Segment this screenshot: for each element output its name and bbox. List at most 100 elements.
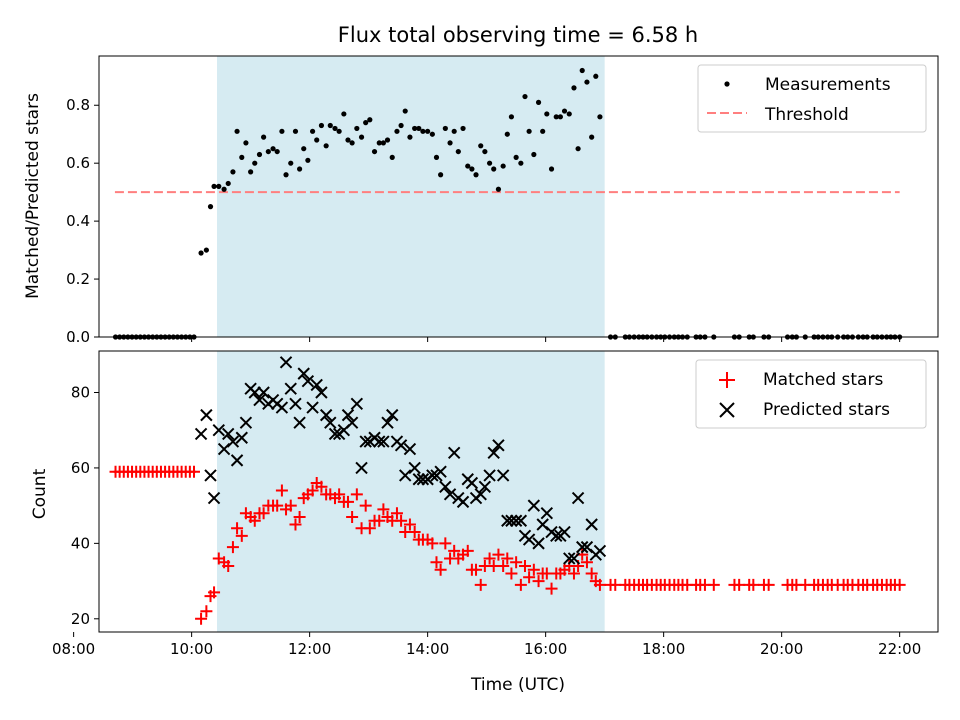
bottom-legend-box: [695, 359, 927, 429]
predicted-point: [399, 469, 412, 482]
measurement-point: [473, 172, 479, 178]
measurement-point: [261, 134, 267, 140]
matched-point: [257, 507, 270, 520]
measurement-point: [384, 137, 391, 143]
predicted-point: [478, 480, 492, 493]
measurement-point: [394, 128, 400, 134]
predicted-point: [532, 537, 545, 550]
measurement-point: [553, 114, 559, 120]
measurement-point: [279, 128, 285, 134]
measurement-point: [416, 125, 422, 132]
measurement-point: [561, 108, 568, 114]
x-tick-label: 18:00: [642, 640, 685, 658]
predicted-point: [253, 393, 266, 407]
matched-point: [390, 507, 403, 520]
bottom-observing-span: [217, 351, 605, 632]
measurement-point: [314, 137, 320, 143]
measurement-point: [420, 128, 426, 134]
measurement-point: [402, 108, 408, 114]
matched-point: [248, 514, 261, 527]
top-x-axis: [73, 337, 901, 342]
x-axis-label: Time (UTC): [470, 675, 565, 695]
predicted-point: [558, 525, 571, 539]
measurement-point: [367, 117, 373, 123]
matched-stars-series: [109, 465, 906, 625]
predicted-point: [522, 533, 536, 546]
y-tick-label: 0.2: [66, 270, 90, 288]
predicted-point: [293, 416, 306, 429]
predicted-point: [212, 424, 225, 437]
matched-point: [403, 518, 416, 531]
matched-point: [762, 578, 775, 591]
measurement-point: [469, 166, 475, 172]
measurement-point: [447, 140, 453, 146]
matched-point: [359, 499, 372, 512]
predicted-point: [563, 552, 576, 565]
matched-point: [235, 529, 248, 542]
top-y-axis: 0.0 0.2 0.4 0.6 0.8: [66, 96, 99, 346]
predicted-point: [426, 469, 439, 482]
predicted-stars-series: [194, 356, 607, 565]
bottom-panel: 20 40 60 80 08:00 10:00 12:00 14:00 16:00 18:00 2…: [30, 350, 939, 695]
measurement-point: [535, 99, 542, 105]
matched-point: [470, 563, 483, 576]
measurement-point: [407, 134, 413, 140]
matched-point: [377, 503, 390, 516]
measurement-point: [557, 114, 563, 120]
measurement-point: [318, 122, 325, 129]
predicted-point: [571, 491, 585, 505]
measurement-point: [566, 111, 572, 117]
matched-point: [580, 556, 593, 569]
predicted-point: [501, 514, 514, 527]
matched-point: [275, 484, 288, 497]
measurement-point: [301, 146, 307, 152]
y-tick-label: 0.8: [66, 96, 90, 114]
y-tick-label: 80: [71, 383, 90, 401]
predicted-point: [496, 469, 510, 482]
measurement-point: [332, 125, 338, 132]
matched-point: [426, 537, 439, 550]
measurement-point: [425, 128, 431, 134]
predicted-point: [381, 416, 394, 429]
measurement-point: [465, 163, 471, 169]
legend-measurements-label: Measurements: [765, 75, 891, 95]
matched-point: [747, 578, 760, 591]
measurement-point: [327, 122, 333, 129]
predicted-point: [319, 408, 333, 422]
measurement-point: [597, 114, 603, 120]
top-legend: Measurements Threshold: [697, 64, 927, 133]
measurement-point: [482, 148, 488, 155]
bottom-legend: Matched stars Predicted stars: [695, 359, 927, 429]
measurement-point: [265, 148, 271, 155]
matched-point: [395, 514, 408, 527]
predicted-point: [226, 435, 240, 448]
matched-point: [222, 559, 235, 572]
matched-point: [341, 495, 354, 508]
predicted-point: [514, 514, 528, 527]
measurement-point: [531, 151, 537, 158]
measurement-point: [256, 151, 263, 158]
measurement-point: [522, 93, 528, 100]
predicted-point: [456, 495, 470, 509]
measurement-point: [495, 186, 502, 192]
matched-point: [733, 578, 746, 591]
matched-point: [483, 552, 496, 565]
predicted-point: [373, 435, 386, 448]
predicted-point: [540, 506, 554, 520]
measurement-point: [491, 166, 497, 172]
matched-point: [532, 575, 545, 588]
measurement-point: [584, 79, 590, 85]
predicted-point: [355, 461, 368, 475]
measurement-point: [283, 172, 289, 178]
matched-point: [289, 518, 302, 531]
predicted-point: [567, 552, 581, 565]
x-tick-label: 10:00: [170, 640, 213, 658]
matched-point: [593, 578, 606, 591]
matched-point: [510, 556, 523, 569]
predicted-point: [412, 473, 425, 486]
measurement-point: [363, 120, 369, 126]
measurement-point: [412, 125, 418, 132]
matched-point: [505, 567, 518, 580]
measurement-point: [234, 128, 240, 134]
bottom-y-axis: 20 40 60 80: [71, 383, 99, 628]
